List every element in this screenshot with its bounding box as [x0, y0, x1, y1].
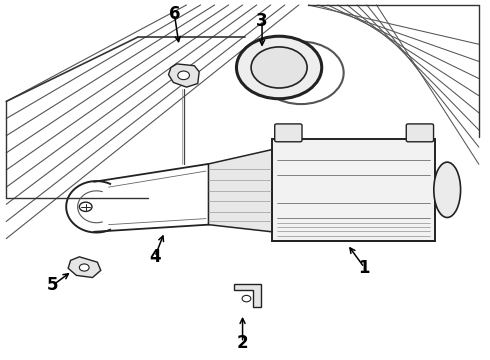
Ellipse shape	[434, 162, 461, 217]
FancyBboxPatch shape	[406, 124, 434, 142]
Polygon shape	[68, 257, 101, 278]
Bar	[272, 139, 435, 241]
Circle shape	[79, 202, 92, 211]
Polygon shape	[234, 284, 261, 307]
Text: 6: 6	[169, 5, 180, 23]
Circle shape	[242, 296, 251, 302]
Circle shape	[178, 71, 190, 80]
Polygon shape	[208, 150, 272, 232]
Text: 3: 3	[256, 12, 268, 30]
Polygon shape	[169, 64, 199, 87]
Text: 1: 1	[359, 258, 370, 276]
Ellipse shape	[237, 36, 322, 99]
FancyBboxPatch shape	[275, 124, 302, 142]
Circle shape	[79, 264, 89, 271]
Text: 2: 2	[237, 333, 248, 351]
Ellipse shape	[251, 47, 307, 88]
Text: 4: 4	[149, 248, 161, 266]
Text: 5: 5	[47, 276, 58, 294]
